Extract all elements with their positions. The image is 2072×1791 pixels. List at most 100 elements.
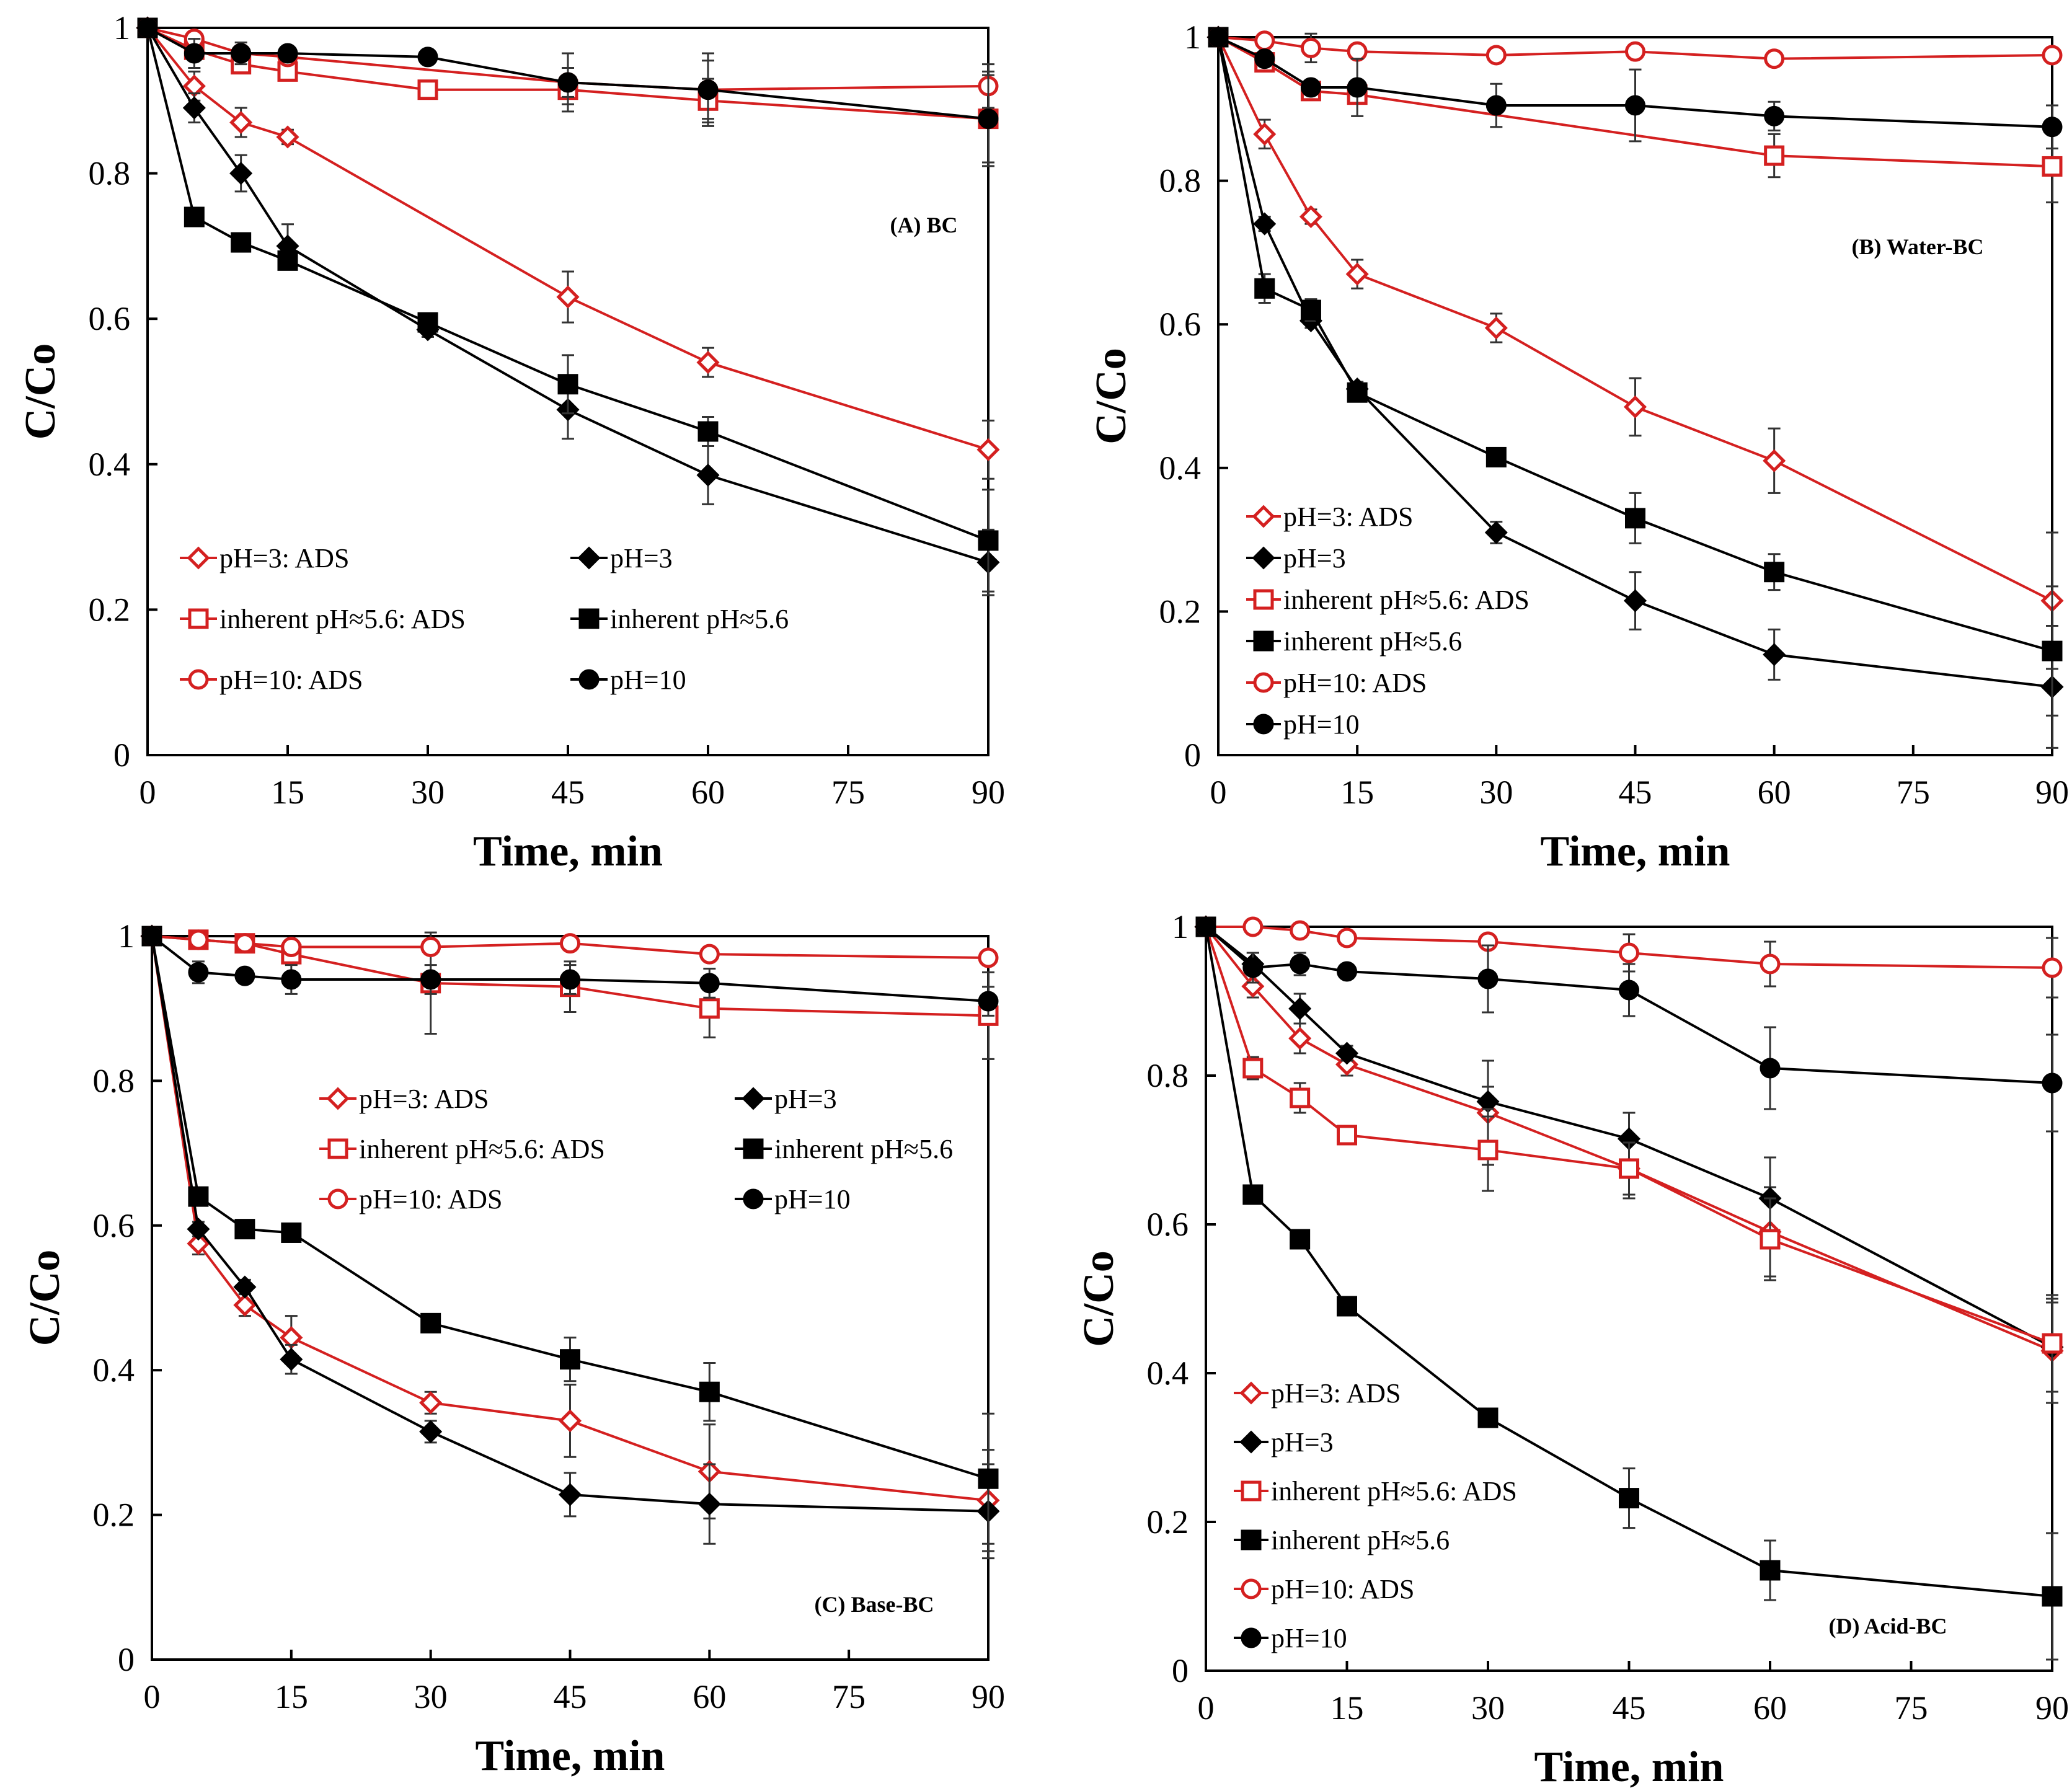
legend-entry-ph-10-ads: pH=10: ADS: [1246, 668, 1427, 698]
series-line: [1217, 37, 2053, 688]
data-point: [1254, 278, 1275, 299]
legend-label: pH=10: [774, 1184, 851, 1214]
legend-label: inherent pH≈5.6: [774, 1134, 953, 1164]
legend-label: pH=10: ADS: [1271, 1574, 1414, 1604]
series-inherent-ph-approx-5-6-ads: [1195, 916, 2063, 1393]
data-point: [1764, 105, 1785, 126]
y-tick-label: 0.4: [93, 1351, 135, 1389]
legend-entry-ph-10-ads: pH=10: ADS: [180, 665, 363, 695]
legend: pH=3: ADS pH=3 inherent pH≈5.6: ADS inheren…: [319, 1084, 953, 1214]
series-ph-3-ads: [136, 16, 1000, 480]
series-ph-10: [137, 17, 999, 167]
x-tick-label: 45: [1613, 1689, 1646, 1727]
legend-marker: [1241, 1578, 1262, 1599]
panel-title: (A) BC: [890, 213, 958, 237]
data-point: [1485, 446, 1507, 467]
y-tick-label: 0.6: [93, 1207, 135, 1244]
data-point: [697, 79, 719, 100]
legend-marker: [1241, 1627, 1262, 1648]
data-point: [1337, 927, 1357, 949]
y-tick-label: 1: [118, 918, 135, 955]
data-point: [1335, 1041, 1359, 1065]
data-point: [2042, 1586, 2063, 1607]
data-point: [229, 110, 253, 135]
legend-marker: [1253, 630, 1274, 652]
legend-marker: [326, 1087, 350, 1110]
y-axis-title: C/Co: [17, 343, 64, 440]
data-point: [280, 1348, 303, 1371]
data-point: [699, 1381, 720, 1402]
data-point: [229, 162, 253, 185]
series-line: [146, 27, 989, 564]
data-point: [1253, 122, 1277, 146]
data-point: [978, 108, 999, 130]
series-ph-3-ads: [140, 924, 1000, 1552]
y-tick-label: 0: [118, 1641, 135, 1678]
legend-entry-inherent-ph-approx-5-6: inherent pH≈5.6: [1234, 1525, 1450, 1555]
y-tick-label: 0: [113, 736, 130, 774]
legend-label: pH=3: ADS: [359, 1084, 489, 1114]
data-point: [560, 933, 580, 954]
data-point: [697, 421, 719, 442]
data-point: [188, 1186, 209, 1207]
x-tick-label: 75: [832, 1678, 866, 1715]
data-point: [560, 969, 580, 990]
legend-label: pH=3: [1271, 1427, 1334, 1457]
data-point: [2042, 117, 2063, 138]
series-line: [1205, 926, 2053, 1352]
panel-title: (D) Acid-BC: [1829, 1614, 1947, 1638]
legend-marker: [188, 608, 209, 629]
legend-label: pH=3: [610, 543, 673, 573]
legend-label: inherent pH≈5.6: ADS: [359, 1134, 605, 1164]
data-point: [2042, 1333, 2063, 1354]
data-point: [699, 973, 720, 994]
y-tick-label: 0.8: [1147, 1057, 1189, 1094]
data-point: [556, 285, 580, 309]
data-point: [978, 530, 999, 551]
legend-entry-ph-10-ads: pH=10: ADS: [1234, 1574, 1414, 1604]
y-tick-label: 0.8: [93, 1062, 135, 1099]
data-point: [1254, 48, 1275, 69]
legend-label: pH=3: ADS: [219, 543, 349, 573]
y-axis-title: C/Co: [1075, 1250, 1123, 1347]
x-tick-label: 90: [972, 774, 1005, 811]
data-point: [1760, 953, 1781, 975]
legend-label: inherent pH≈5.6: ADS: [1283, 585, 1530, 615]
x-tick-label: 60: [1758, 774, 1791, 811]
data-point: [1763, 449, 1786, 472]
y-tick-label: 1: [1184, 19, 1201, 56]
data-point: [696, 463, 720, 487]
data-point: [1253, 212, 1277, 236]
data-point: [1290, 953, 1311, 975]
data-point: [699, 998, 720, 1019]
data-point: [560, 1349, 580, 1370]
data-point: [1290, 1229, 1311, 1250]
data-point: [1763, 643, 1786, 666]
legend-marker: [742, 1087, 765, 1110]
x-axis-title: Time, min: [1534, 1743, 1724, 1791]
series-ph-10: [1195, 916, 2063, 1133]
data-point: [420, 969, 441, 990]
legend-entry-inherent-ph-approx-5-6: inherent pH≈5.6: [735, 1134, 953, 1164]
series-ph-10-ads: [141, 926, 999, 968]
data-point: [2042, 1072, 2063, 1094]
legend-marker: [1253, 714, 1274, 735]
data-point: [1337, 1125, 1357, 1146]
panel-c: 0 0.2 0.4 0.6 0.8 1 0 15 30 45 60 75 90 Time, min C/Co…: [21, 918, 1005, 1780]
data-point: [1764, 145, 1785, 166]
legend-label: pH=10: [1271, 1623, 1347, 1653]
panel-b: 0 0.2 0.4 0.6 0.8 1 0 15 30 45 60 75 90 Time, min C/Co…: [1087, 19, 2069, 875]
legend: pH=3: ADS pH=3 inherent pH≈5.6: ADS inheren…: [180, 543, 789, 695]
legend-entry-ph-3-ads: pH=3: ADS: [180, 543, 349, 573]
data-point: [1619, 980, 1639, 1001]
y-tick-label: 0.6: [1147, 1206, 1189, 1243]
data-point: [233, 1293, 257, 1317]
data-point: [1300, 77, 1321, 98]
data-point: [234, 933, 255, 954]
data-point: [281, 969, 302, 990]
data-point: [1347, 77, 1368, 98]
series-line: [151, 935, 989, 1502]
data-point: [1299, 205, 1322, 229]
data-point: [277, 43, 298, 64]
data-point: [1254, 30, 1275, 51]
